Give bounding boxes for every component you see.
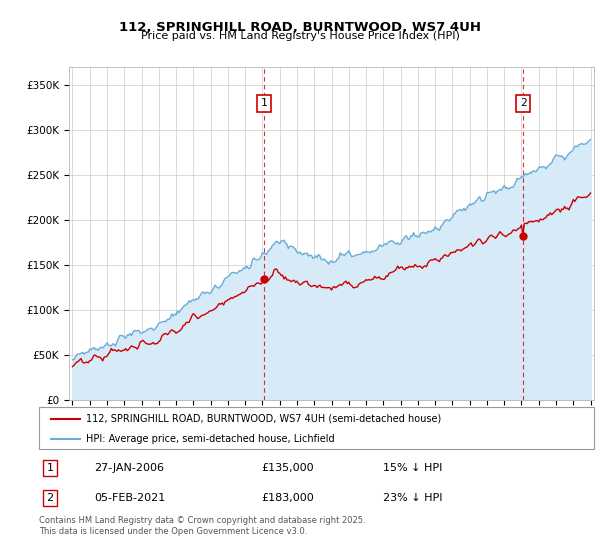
Text: 23% ↓ HPI: 23% ↓ HPI bbox=[383, 493, 443, 503]
Text: 2: 2 bbox=[47, 493, 53, 503]
Text: 15% ↓ HPI: 15% ↓ HPI bbox=[383, 463, 442, 473]
Text: 1: 1 bbox=[260, 98, 267, 108]
Text: Price paid vs. HM Land Registry's House Price Index (HPI): Price paid vs. HM Land Registry's House … bbox=[140, 31, 460, 41]
Text: £183,000: £183,000 bbox=[261, 493, 314, 503]
Text: Contains HM Land Registry data © Crown copyright and database right 2025.
This d: Contains HM Land Registry data © Crown c… bbox=[39, 516, 365, 536]
Text: HPI: Average price, semi-detached house, Lichfield: HPI: Average price, semi-detached house,… bbox=[86, 433, 335, 444]
Text: 1: 1 bbox=[47, 463, 53, 473]
Text: 05-FEB-2021: 05-FEB-2021 bbox=[95, 493, 166, 503]
Text: 2: 2 bbox=[520, 98, 526, 108]
Text: 112, SPRINGHILL ROAD, BURNTWOOD, WS7 4UH (semi-detached house): 112, SPRINGHILL ROAD, BURNTWOOD, WS7 4UH… bbox=[86, 414, 442, 424]
Text: 112, SPRINGHILL ROAD, BURNTWOOD, WS7 4UH: 112, SPRINGHILL ROAD, BURNTWOOD, WS7 4UH bbox=[119, 21, 481, 34]
Text: 27-JAN-2006: 27-JAN-2006 bbox=[95, 463, 164, 473]
Text: £135,000: £135,000 bbox=[261, 463, 314, 473]
FancyBboxPatch shape bbox=[39, 407, 594, 449]
